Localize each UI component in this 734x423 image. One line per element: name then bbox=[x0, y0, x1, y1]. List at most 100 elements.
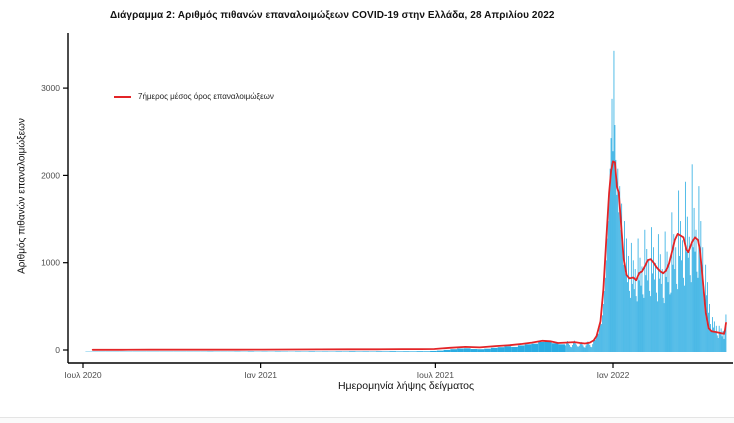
bar bbox=[619, 186, 621, 352]
bar bbox=[635, 296, 637, 352]
bar bbox=[623, 264, 624, 352]
bar bbox=[713, 321, 715, 352]
bar bbox=[678, 190, 680, 352]
bar bbox=[396, 351, 404, 352]
bar bbox=[629, 297, 631, 352]
bar bbox=[594, 338, 596, 352]
bar bbox=[691, 164, 693, 352]
y-tick-label: 1000 bbox=[41, 258, 60, 268]
bar bbox=[612, 151, 614, 352]
bar bbox=[718, 325, 720, 352]
bar bbox=[693, 207, 695, 352]
bar bbox=[618, 212, 620, 352]
bar bbox=[669, 294, 671, 352]
bar bbox=[659, 254, 661, 352]
bar bbox=[673, 234, 675, 352]
bar bbox=[601, 315, 603, 352]
bar bbox=[571, 347, 572, 352]
bar bbox=[697, 277, 699, 352]
bar bbox=[712, 327, 714, 352]
bar bbox=[720, 328, 722, 352]
bar bbox=[484, 348, 491, 352]
x-tick-label: Ιαν 2022 bbox=[597, 370, 630, 380]
bar bbox=[573, 342, 574, 352]
bar bbox=[666, 251, 668, 352]
bar bbox=[712, 317, 713, 352]
bar bbox=[723, 338, 725, 352]
legend-line-marker-icon bbox=[114, 95, 131, 98]
bar bbox=[639, 257, 641, 352]
bar bbox=[681, 260, 682, 352]
bars-daily-group bbox=[565, 50, 727, 353]
bar bbox=[584, 347, 586, 352]
bar bbox=[631, 283, 633, 352]
bar bbox=[685, 251, 687, 352]
bar bbox=[524, 344, 532, 352]
bar bbox=[637, 238, 639, 352]
bar bbox=[620, 229, 622, 352]
bar bbox=[570, 346, 571, 352]
bar bbox=[573, 340, 575, 352]
bar bbox=[436, 350, 444, 352]
y-tick-label: 2000 bbox=[41, 170, 60, 180]
bar bbox=[648, 260, 650, 352]
bar bbox=[308, 351, 316, 352]
bars-sparse-group bbox=[85, 341, 566, 352]
bar bbox=[247, 351, 255, 352]
bar bbox=[686, 216, 688, 352]
bar bbox=[715, 325, 717, 352]
bar bbox=[719, 332, 721, 352]
bar bbox=[603, 290, 605, 352]
bar bbox=[645, 275, 647, 352]
x-tick-label: Ιουλ 2021 bbox=[417, 370, 455, 380]
bar bbox=[565, 345, 567, 352]
bar bbox=[389, 351, 397, 352]
bar bbox=[566, 343, 568, 352]
bar bbox=[569, 345, 570, 352]
bar bbox=[574, 343, 576, 352]
bar bbox=[598, 333, 599, 352]
bar bbox=[682, 240, 683, 352]
bar bbox=[578, 345, 580, 352]
bar bbox=[687, 257, 689, 352]
bar bbox=[633, 289, 635, 352]
bar bbox=[701, 264, 703, 352]
bar bbox=[630, 242, 632, 353]
bar bbox=[382, 351, 390, 352]
bar bbox=[661, 269, 663, 352]
bar bbox=[710, 324, 711, 352]
bar bbox=[660, 283, 662, 352]
bar bbox=[602, 303, 604, 353]
bar bbox=[580, 341, 582, 352]
bar bbox=[647, 280, 649, 352]
bar bbox=[684, 181, 686, 352]
bar bbox=[595, 339, 597, 352]
bar bbox=[504, 346, 512, 352]
bar bbox=[592, 344, 594, 352]
bar bbox=[416, 351, 424, 352]
bar bbox=[677, 289, 679, 352]
bar bbox=[636, 301, 638, 352]
bar bbox=[615, 159, 617, 352]
bar bbox=[585, 345, 587, 352]
bar bbox=[656, 301, 658, 352]
bar bbox=[707, 282, 708, 352]
bar bbox=[628, 255, 629, 352]
bar bbox=[698, 186, 700, 352]
bar bbox=[699, 248, 701, 352]
bar bbox=[704, 303, 706, 353]
bar bbox=[590, 346, 592, 352]
bar bbox=[692, 247, 694, 352]
bar bbox=[696, 271, 698, 352]
bar bbox=[593, 340, 595, 352]
bar bbox=[577, 346, 579, 352]
bar bbox=[722, 331, 724, 352]
bar bbox=[342, 351, 349, 352]
bar bbox=[601, 324, 602, 352]
chart-title: Διάγραμμα 2: Αριθμός πιθανών επαναλοιμώξ… bbox=[110, 10, 555, 21]
bar bbox=[711, 330, 712, 352]
x-tick-label: Ιαν 2021 bbox=[244, 370, 277, 380]
bar bbox=[683, 277, 684, 352]
bar bbox=[721, 336, 723, 352]
